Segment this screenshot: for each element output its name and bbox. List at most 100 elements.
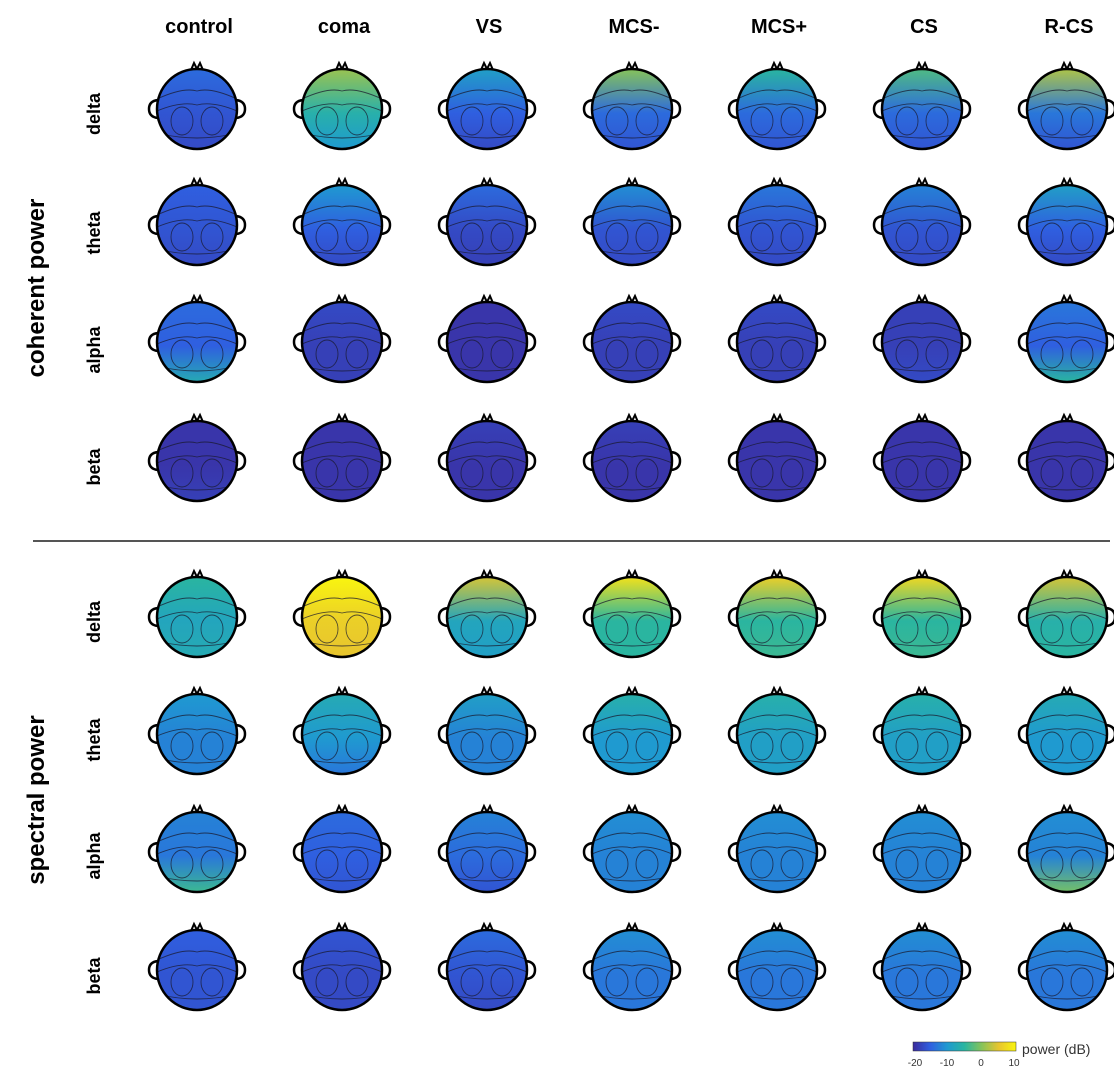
power-field	[1027, 577, 1107, 657]
column-headers: control coma VS MCS- MCS+ CS R-CS	[165, 16, 1093, 38]
power-field	[882, 69, 962, 149]
left-ear	[437, 841, 449, 863]
topomap-spectral-beta-cs	[872, 921, 972, 1012]
left-ear	[292, 450, 304, 472]
topomap-coherent-delta-r-cs	[1017, 60, 1114, 151]
head-outline	[880, 692, 964, 776]
right-ear	[670, 606, 682, 628]
left-ear	[727, 331, 739, 353]
left-ear	[292, 959, 304, 981]
head-outline	[445, 183, 529, 267]
head-outline	[300, 300, 384, 384]
power-field	[447, 421, 527, 501]
topomap-spectral-alpha-mcs-minus	[582, 803, 682, 894]
left-ear	[147, 331, 159, 353]
right-ear	[235, 98, 247, 120]
power-field	[447, 812, 527, 892]
right-ear	[235, 331, 247, 353]
left-ear	[1017, 606, 1029, 628]
topomap-spectral-theta-mcs-minus	[582, 685, 682, 776]
right-ear	[380, 959, 392, 981]
head-outline	[300, 183, 384, 267]
left-ear	[437, 959, 449, 981]
left-ear	[727, 606, 739, 628]
left-ear	[292, 98, 304, 120]
left-ear	[582, 959, 594, 981]
topomap-spectral-alpha-control	[147, 803, 247, 894]
head-outline	[590, 810, 674, 894]
right-ear	[960, 606, 972, 628]
head-outline	[1025, 300, 1109, 384]
power-field	[157, 302, 237, 382]
topomap-spectral-theta-vs	[437, 685, 537, 776]
left-ear	[582, 214, 594, 236]
right-ear	[380, 450, 392, 472]
contour-lines	[1027, 89, 1107, 139]
power-field	[1027, 930, 1107, 1010]
topomap-spectral-theta-r-cs	[1017, 685, 1114, 776]
left-ear	[147, 450, 159, 472]
right-ear	[380, 841, 392, 863]
head-outline	[1025, 810, 1109, 894]
topomap-spectral-beta-mcs-minus	[582, 921, 682, 1012]
power-field	[157, 694, 237, 774]
left-ear	[872, 959, 884, 981]
column-label-r-cs: R-CS	[1045, 16, 1094, 38]
left-ear	[727, 841, 739, 863]
topomap-coherent-alpha-vs	[437, 293, 537, 384]
head-outline	[590, 67, 674, 151]
power-field	[157, 577, 237, 657]
head-outline	[300, 692, 384, 776]
power-field	[737, 185, 817, 265]
left-ear	[872, 331, 884, 353]
left-ear	[1017, 841, 1029, 863]
head-outline	[735, 575, 819, 659]
section-label-coherent-power: coherent power	[23, 199, 50, 378]
coherent-band-labels: delta theta alpha beta	[84, 92, 104, 486]
left-ear	[582, 606, 594, 628]
column-label-vs: VS	[476, 16, 503, 38]
topomap-coherent-delta-cs	[872, 60, 972, 151]
head-outline	[300, 67, 384, 151]
power-field	[737, 302, 817, 382]
topomap-spectral-beta-vs	[437, 921, 537, 1012]
power-field	[592, 302, 672, 382]
left-ear	[147, 723, 159, 745]
topomap-spectral-delta-mcs-plus	[727, 568, 827, 659]
right-ear	[670, 723, 682, 745]
topomap-coherent-theta-r-cs	[1017, 176, 1114, 267]
power-field	[737, 812, 817, 892]
right-ear	[670, 331, 682, 353]
power-field	[882, 930, 962, 1010]
left-ear	[292, 723, 304, 745]
right-ear	[525, 214, 537, 236]
left-ear	[582, 331, 594, 353]
power-field	[447, 694, 527, 774]
left-ear	[582, 450, 594, 472]
right-ear	[525, 331, 537, 353]
right-ear	[670, 959, 682, 981]
right-ear	[960, 841, 972, 863]
right-ear	[380, 723, 392, 745]
head-outline	[155, 810, 239, 894]
topomap-spectral-beta-r-cs	[1017, 921, 1114, 1012]
topomap-spectral-alpha-cs	[872, 803, 972, 894]
right-ear	[815, 214, 827, 236]
head-outline	[735, 67, 819, 151]
topomap-coherent-alpha-control	[147, 293, 247, 384]
topomap-coherent-alpha-cs	[872, 293, 972, 384]
topomap-spectral-theta-control	[147, 685, 247, 776]
topomap-coherent-beta-mcs-minus	[582, 412, 682, 503]
row-label-spectral-alpha: alpha	[84, 832, 104, 880]
left-ear	[147, 214, 159, 236]
topomap-coherent-beta-mcs-plus	[727, 412, 827, 503]
power-field	[737, 577, 817, 657]
power-field	[1027, 812, 1107, 892]
power-field	[302, 694, 382, 774]
head-outline	[155, 183, 239, 267]
left-ear	[872, 98, 884, 120]
colorbar: -20 -10 0 10 power (dB)	[908, 1041, 1091, 1069]
topomap-spectral-delta-vs	[437, 568, 537, 659]
row-label-spectral-delta: delta	[84, 600, 104, 643]
